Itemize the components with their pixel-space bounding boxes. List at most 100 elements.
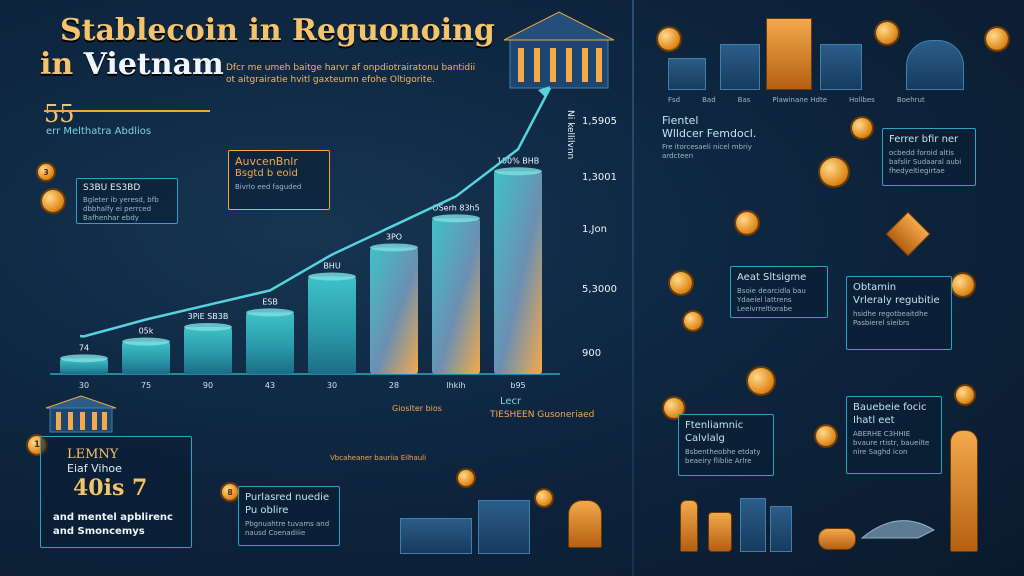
x-tick-3: 43 — [265, 381, 275, 390]
bar-value-label-3: ESB — [262, 297, 278, 306]
x-tick-1: 75 — [141, 381, 151, 390]
box-line1: LEMNY — [67, 447, 119, 462]
bar-cap-6 — [432, 214, 480, 223]
bank-building-icon — [45, 395, 117, 433]
bar-value-label-7: 100% BHB — [497, 156, 539, 165]
title-prefix: in — [40, 47, 74, 82]
building-icon-1 — [400, 518, 472, 554]
y-axis-label: Ni kellilvnn — [565, 110, 575, 159]
x-tick-2: 90 — [203, 381, 213, 390]
coin-box-title: S3BU ES3BD — [83, 183, 141, 193]
bar-7 — [494, 171, 542, 374]
y-tick-2: 1,Jon — [582, 224, 607, 235]
mid-box-title2: Pu oblire — [245, 505, 289, 516]
card6-title1: Bauebeie focic — [853, 402, 927, 413]
bar-cap-3 — [246, 308, 294, 317]
top-label-6: Boehrut — [896, 96, 925, 104]
page-title: Stablecoin in Reguonoing in Vietnam — [40, 13, 495, 82]
coin-box-text: Bgleter ib yeresd, bfb dbbhalfy ei perrc… — [83, 196, 159, 222]
coin-icon-r13 — [956, 386, 974, 404]
mid-label-top: Vbcaheaner bauriia Eilhauli — [330, 454, 427, 462]
right-card-4: Obtamin Vrleraly regubitie hsidhe regotb… — [846, 276, 952, 350]
badge-8: 8 — [222, 484, 238, 500]
coin-icon-r1 — [658, 28, 680, 50]
coin-icon-r9 — [684, 312, 702, 330]
coin-icon-r7 — [670, 272, 692, 294]
panel-divider — [632, 0, 634, 576]
trend-arrow-head — [538, 86, 550, 98]
bar-2 — [184, 326, 232, 374]
bar-value-label-5: 3PO — [386, 232, 402, 241]
card2-text: ocbedd foroid altis bafslir Sudaaral aub… — [889, 149, 962, 175]
coin-icon-r6 — [736, 212, 758, 234]
top-labels: Fsd Bad Bas Plawinane Hdte Hollbes Boehr… — [668, 96, 1018, 104]
card6-text: ABERHE C3HHIE bvaure rtistr, baueilte ni… — [853, 430, 930, 456]
left-stat-value: 55 — [44, 100, 75, 128]
temple-illustration — [504, 11, 614, 89]
bar-cap-2 — [184, 322, 232, 331]
bar-value-label-6: OSerh 83h5 — [432, 203, 479, 212]
card1-title2: Wlldcer Femdocl. — [662, 127, 757, 140]
top-label-4: Plawinane Hdte — [772, 96, 827, 104]
x-tick-6: lhkih — [446, 381, 465, 390]
left-stat-label: err Melthatra Abdlios — [46, 126, 152, 137]
top-label-1: Fsd — [668, 96, 681, 104]
card5-title1: Ftenliamnic — [685, 420, 744, 431]
building-icon-r1 — [668, 58, 706, 90]
title-vietnam: Vietnam — [83, 47, 224, 82]
mid-box-text: Pbgnuahtre tuvams and nausd Coenadiiie — [245, 520, 330, 537]
bottle-icon-1 — [680, 500, 698, 552]
cube-icon — [885, 211, 931, 257]
bar-4 — [308, 276, 356, 374]
box-line2: Eiaf Vihoe — [67, 462, 122, 475]
coin-icon-mid2 — [536, 490, 552, 506]
bar-3 — [246, 312, 294, 374]
bar-value-label-0: 74 — [79, 343, 89, 352]
card3-title: Aeat Sltsigme — [737, 272, 807, 283]
arch-icon — [568, 500, 602, 548]
card4-title2: Vrleraly regubitie — [853, 295, 940, 306]
mid-label-right: Lecr — [500, 396, 522, 407]
y-tick-4: 900 — [582, 348, 601, 359]
card4-title1: Obtamin — [853, 282, 897, 293]
right-card-6: Bauebeie focic Ihatl eet ABERHE C3HHIE b… — [846, 396, 942, 474]
box-big-value: 40is 7 — [73, 475, 148, 501]
callout-box: AuvcenBnlr Bsgtd b eoid Bivrlo eed fagud… — [228, 150, 330, 210]
bar-value-label-4: BHU — [323, 262, 341, 271]
building-icon-r2 — [720, 44, 760, 90]
y-tick-3: 5,3000 — [582, 284, 617, 295]
bar-chart: 74 30 05k 75 3PiE SB3B 90 ESB 43 BHU 30 3PO 28 OSerh… — [50, 86, 617, 390]
bar-cap-5 — [370, 243, 418, 252]
tower-icon — [950, 430, 978, 552]
x-tick-7: b95 — [510, 381, 525, 390]
building-icon-2 — [478, 500, 530, 554]
coin-icon-mid — [458, 470, 474, 486]
right-card-3: Aeat Sltsigme Bsoie dearcidla bau Ydaeie… — [730, 266, 828, 318]
bar-1 — [122, 341, 170, 374]
subtitle: Dfcr me umeh baitge harvr af onpdiotrair… — [226, 63, 476, 85]
y-tick-0: 1,5905 — [582, 116, 617, 127]
bottom-mid-box: Purlasred nuedie Pu oblire Pbgnuahtre tu… — [238, 486, 340, 546]
bar-6 — [432, 218, 480, 374]
bar-cap-1 — [122, 337, 170, 346]
card4-text: hsidhe regotbeaitdhe Pasbierel sieibrs — [853, 310, 928, 327]
title-line1: Stablecoin in Reguonoing — [60, 13, 495, 48]
x-tick-5: 28 — [389, 381, 399, 390]
title-line2: in Vietnam — [40, 48, 495, 82]
top-label-3: Bas — [737, 96, 751, 104]
y-tick-1: 1,3001 — [582, 172, 617, 183]
bar-5 — [370, 247, 418, 374]
top-label-5: Hollbes — [849, 96, 875, 104]
badge-3: 3 — [38, 164, 54, 180]
mid-box-title1: Purlasred nuedie — [245, 492, 330, 503]
bar-value-label-2: 3PiE SB3B — [188, 312, 229, 321]
top-label-2: Bad — [702, 96, 716, 104]
pillar-icon-2 — [770, 506, 792, 552]
card3-text: Bsoie dearcidla bau Ydaeiel lattrens Lee… — [737, 287, 806, 313]
right-card-1: Fientel Wlldcer Femdocl. Fre itorcesaeli… — [662, 114, 782, 161]
bar-0 — [60, 358, 108, 374]
coin-icon-r11 — [664, 398, 684, 418]
card6-title2: Ihatl eet — [853, 415, 895, 426]
teapot-icon — [818, 528, 856, 550]
